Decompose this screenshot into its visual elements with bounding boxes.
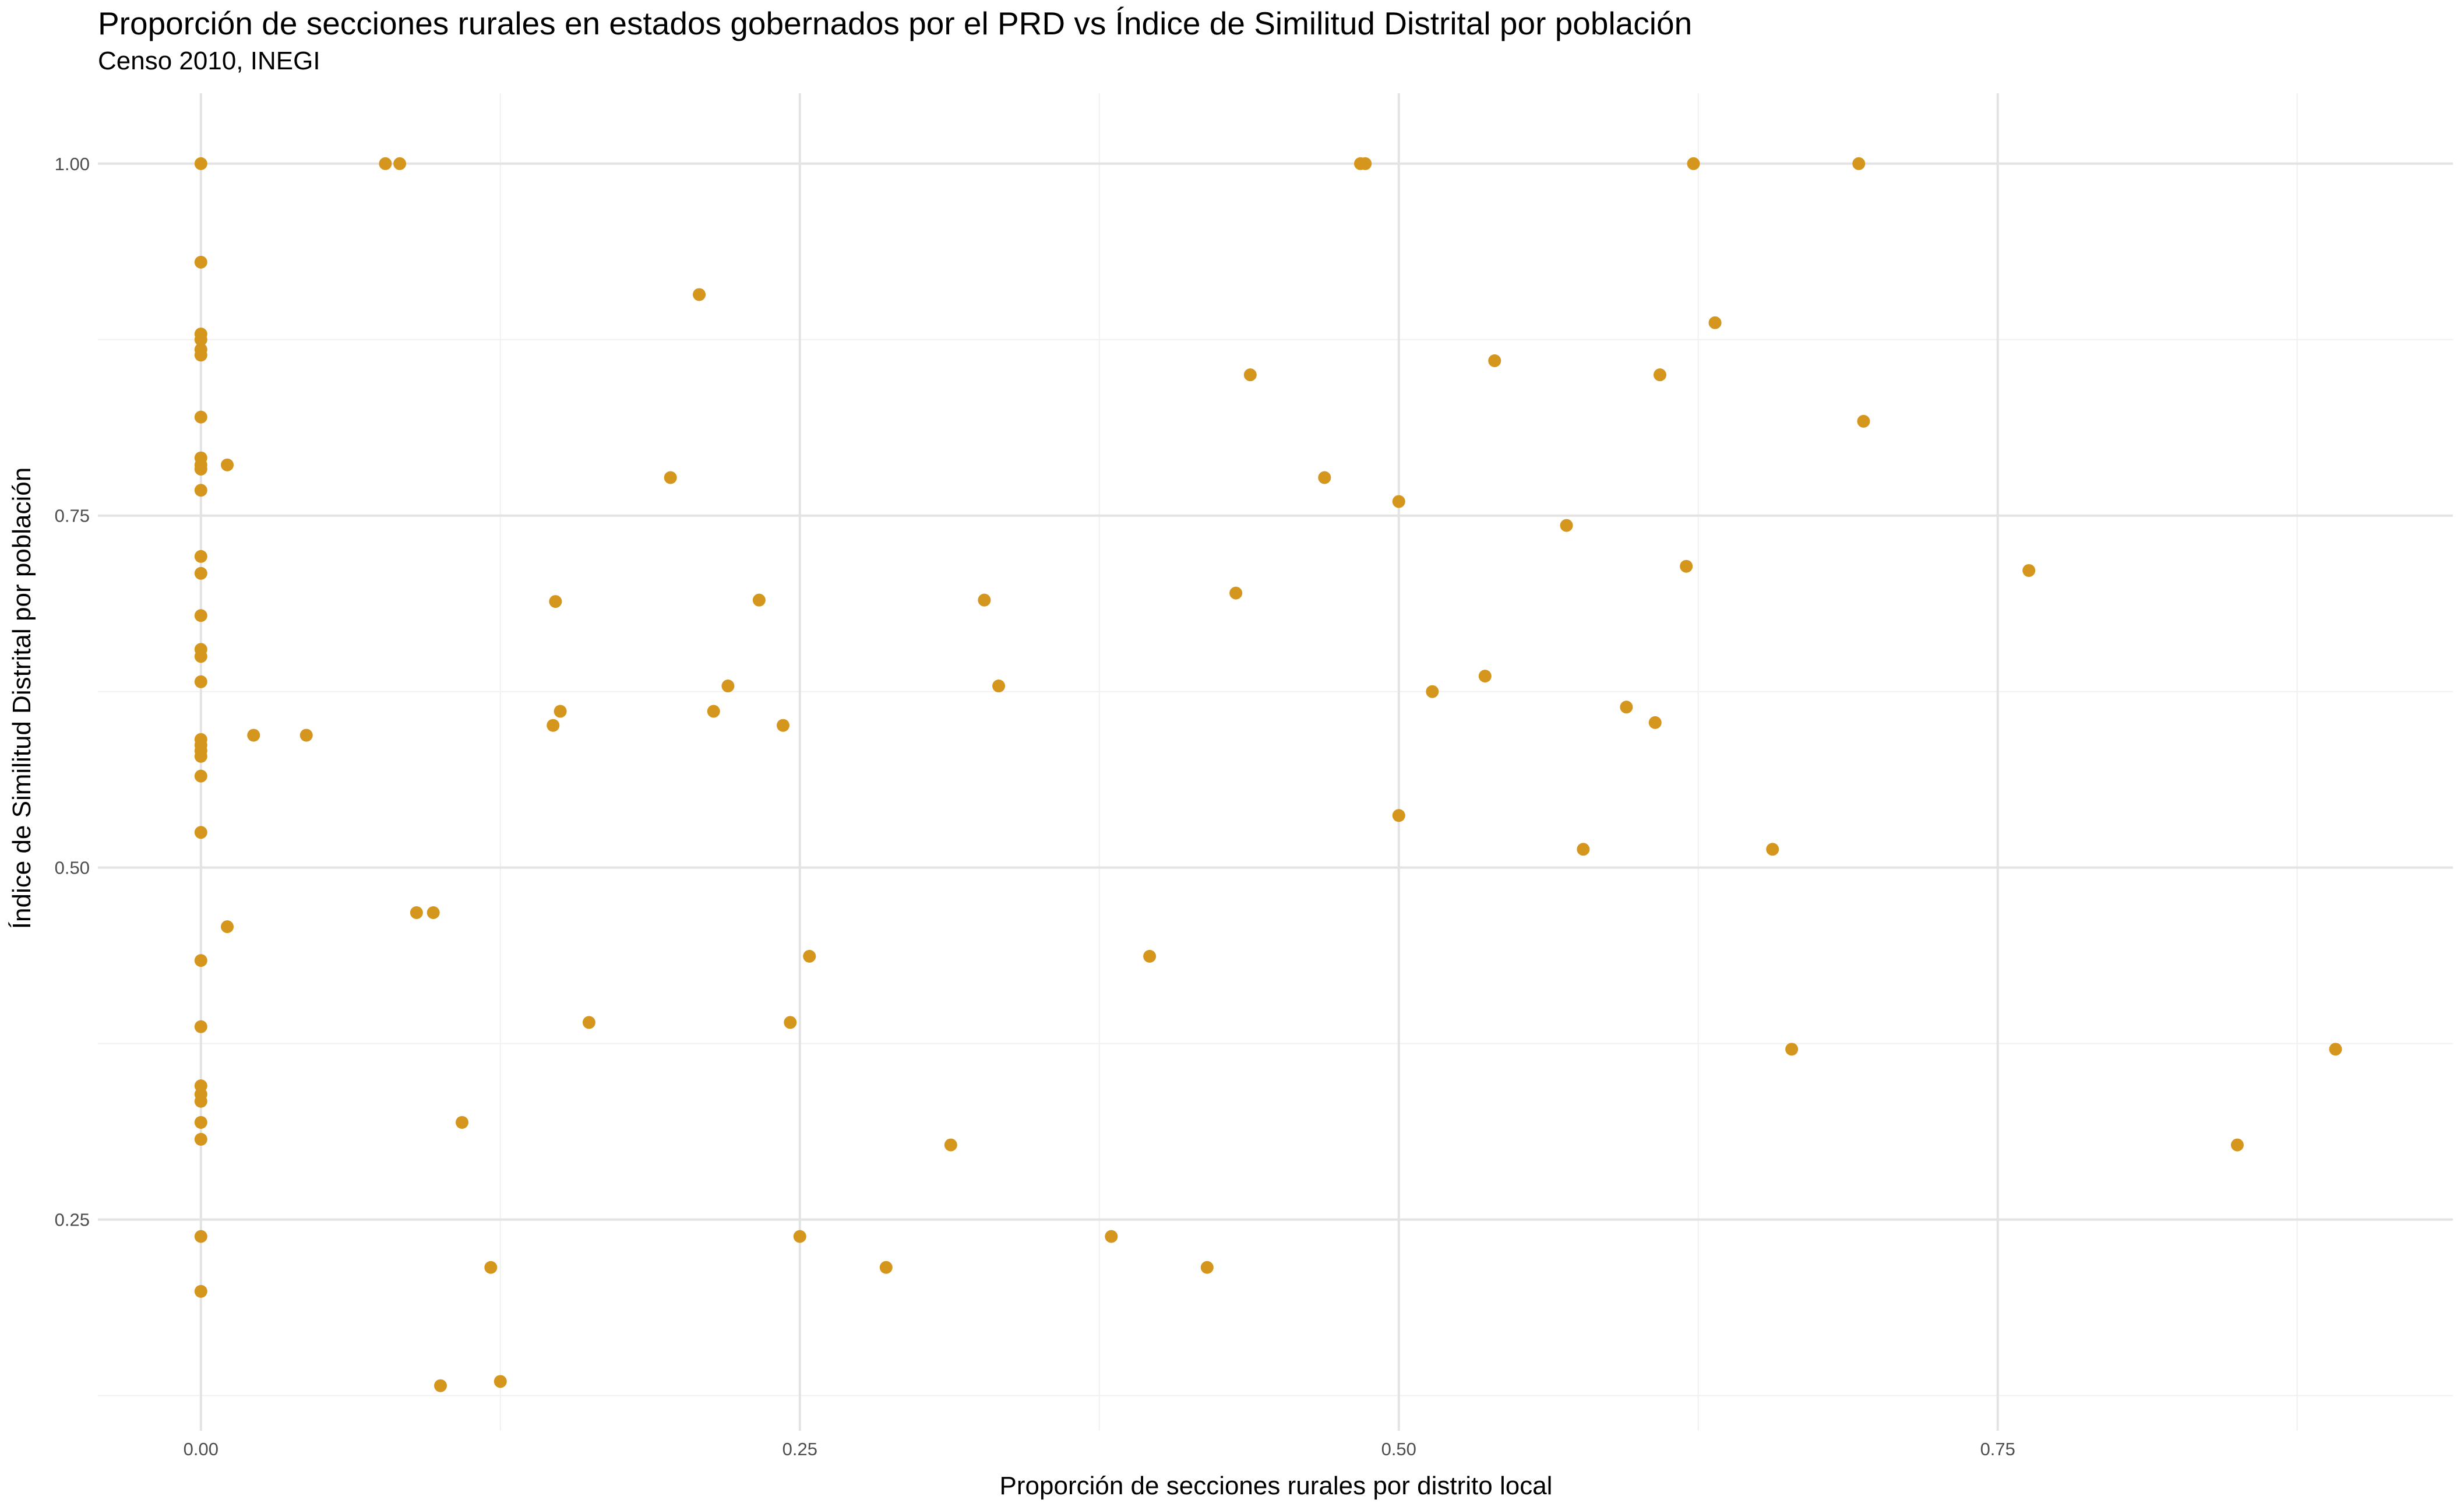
major-gridlines bbox=[98, 93, 2453, 1431]
data-point bbox=[456, 1115, 469, 1129]
data-point bbox=[549, 595, 562, 608]
y-tick-label: 0.25 bbox=[55, 1210, 90, 1230]
data-points bbox=[194, 157, 2342, 1392]
data-point bbox=[194, 954, 207, 967]
data-point bbox=[1648, 716, 1662, 729]
data-point bbox=[944, 1138, 957, 1152]
data-point bbox=[379, 157, 392, 170]
data-point bbox=[784, 1016, 797, 1029]
y-tick-label: 1.00 bbox=[55, 154, 90, 174]
data-point bbox=[194, 484, 207, 497]
data-point bbox=[777, 719, 790, 732]
data-point bbox=[221, 920, 234, 934]
data-point bbox=[1318, 471, 1331, 484]
data-point bbox=[1143, 949, 1157, 963]
data-point bbox=[194, 157, 207, 170]
minor-gridlines bbox=[98, 93, 2453, 1431]
data-point bbox=[484, 1261, 498, 1274]
data-point bbox=[1620, 701, 1633, 714]
x-tick-label: 0.50 bbox=[1381, 1439, 1416, 1459]
data-point bbox=[1560, 519, 1573, 532]
data-point bbox=[992, 680, 1006, 693]
data-point bbox=[410, 906, 423, 919]
data-point bbox=[1653, 368, 1666, 382]
data-point bbox=[194, 769, 207, 783]
data-point bbox=[194, 255, 207, 269]
chart-title: Proporción de secciones rurales en estad… bbox=[98, 5, 1693, 41]
data-point bbox=[1359, 157, 1372, 170]
data-point bbox=[1680, 559, 1693, 573]
y-tick-label: 0.75 bbox=[55, 506, 90, 526]
data-point bbox=[194, 609, 207, 622]
data-point bbox=[693, 288, 706, 301]
x-tick-label: 0.00 bbox=[184, 1439, 218, 1459]
data-point bbox=[221, 458, 234, 471]
data-point bbox=[1766, 843, 1779, 856]
data-point bbox=[194, 650, 207, 663]
data-point bbox=[2329, 1043, 2342, 1056]
data-point bbox=[1105, 1230, 1118, 1243]
data-point bbox=[582, 1016, 595, 1029]
data-point bbox=[1687, 157, 1700, 170]
data-point bbox=[803, 949, 816, 963]
data-point bbox=[978, 593, 991, 607]
y-axis-title: Índice de Similitud Distrital por poblac… bbox=[8, 467, 36, 929]
data-point bbox=[493, 1375, 507, 1388]
data-point bbox=[2022, 564, 2036, 577]
data-point bbox=[793, 1230, 806, 1243]
data-point bbox=[194, 675, 207, 688]
data-point bbox=[721, 680, 735, 693]
data-point bbox=[1392, 809, 1405, 822]
y-tick-label: 0.50 bbox=[55, 858, 90, 878]
data-point bbox=[1392, 495, 1405, 508]
x-axis-title: Proporción de secciones rurales por dist… bbox=[1000, 1472, 1553, 1500]
data-point bbox=[1577, 843, 1590, 856]
data-point bbox=[194, 463, 207, 476]
data-point bbox=[194, 410, 207, 424]
data-point bbox=[434, 1379, 447, 1392]
data-point bbox=[1478, 670, 1492, 683]
data-point bbox=[664, 471, 677, 484]
data-point bbox=[299, 728, 313, 742]
data-point bbox=[393, 157, 407, 170]
data-point bbox=[547, 719, 560, 732]
y-axis-tick-labels: 0.25 0.50 0.75 1.00 bbox=[55, 154, 90, 1230]
data-point bbox=[707, 705, 720, 718]
data-point bbox=[194, 349, 207, 362]
data-point bbox=[194, 333, 207, 346]
data-point bbox=[1243, 368, 1257, 382]
data-point bbox=[879, 1261, 893, 1274]
data-point bbox=[1857, 414, 1870, 428]
data-point bbox=[1708, 316, 1722, 329]
data-point bbox=[194, 1115, 207, 1129]
data-point bbox=[1488, 354, 1501, 367]
data-point bbox=[194, 1230, 207, 1243]
data-point bbox=[1785, 1043, 1799, 1056]
data-point bbox=[1229, 586, 1243, 600]
data-point bbox=[1200, 1261, 1214, 1274]
data-point bbox=[194, 1132, 207, 1146]
data-point bbox=[194, 1020, 207, 1033]
x-axis-tick-labels: 0.00 0.25 0.50 0.75 bbox=[184, 1439, 2015, 1459]
data-point bbox=[194, 566, 207, 580]
data-point bbox=[194, 826, 207, 839]
data-point bbox=[194, 1094, 207, 1108]
x-tick-label: 0.25 bbox=[782, 1439, 817, 1459]
data-point bbox=[1852, 157, 1866, 170]
data-point bbox=[752, 593, 766, 607]
data-point bbox=[554, 705, 567, 718]
data-point bbox=[247, 728, 260, 742]
x-tick-label: 0.75 bbox=[1980, 1439, 2015, 1459]
data-point bbox=[194, 550, 207, 563]
data-point bbox=[194, 1284, 207, 1298]
data-point bbox=[194, 749, 207, 763]
data-point bbox=[1426, 685, 1439, 698]
data-point bbox=[2230, 1138, 2244, 1152]
data-point bbox=[426, 906, 440, 919]
chart-subtitle: Censo 2010, INEGI bbox=[98, 47, 320, 75]
